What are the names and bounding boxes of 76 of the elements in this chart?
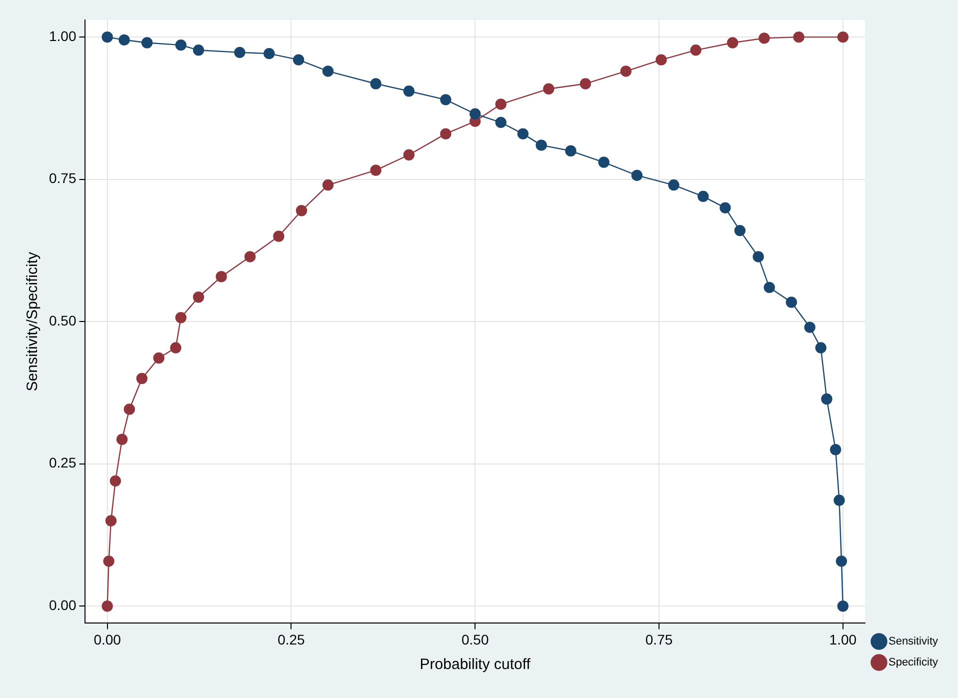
point <box>837 600 849 612</box>
y-tick-label: 0.75 <box>49 170 76 186</box>
point <box>403 149 415 160</box>
point <box>495 116 506 128</box>
point <box>536 140 547 151</box>
legend-label: Specificity <box>888 656 938 669</box>
point <box>102 31 113 43</box>
point <box>698 190 709 202</box>
point <box>124 404 135 415</box>
y-axis-title: Sensitivity/Specificity <box>24 252 42 392</box>
point <box>470 108 481 120</box>
point <box>821 393 832 405</box>
point <box>620 66 632 77</box>
point <box>598 156 610 168</box>
point <box>110 475 122 487</box>
point <box>322 179 334 191</box>
point <box>495 98 506 110</box>
point <box>292 54 304 66</box>
x-tick-label: 0.75 <box>645 631 673 648</box>
point <box>244 251 256 262</box>
point <box>543 83 554 94</box>
point <box>690 44 702 56</box>
point <box>656 54 667 66</box>
y-tick-label: 1.00 <box>49 28 76 44</box>
legend-label: Sensitivity <box>888 636 938 648</box>
point <box>141 37 153 48</box>
point <box>440 128 452 140</box>
point <box>102 600 113 612</box>
point <box>370 164 382 176</box>
point <box>296 205 308 216</box>
point <box>322 66 334 77</box>
point <box>170 342 182 354</box>
x-tick-label: 1.00 <box>829 631 857 648</box>
point <box>631 170 643 181</box>
point <box>440 94 452 106</box>
point <box>370 78 382 90</box>
point <box>192 292 204 303</box>
point <box>105 515 117 526</box>
x-axis-title: Probability cutoff <box>420 656 532 674</box>
x-tick-label: 0.00 <box>94 631 122 648</box>
point <box>403 86 415 97</box>
point <box>118 34 130 46</box>
y-tick-label: 0.00 <box>49 596 76 613</box>
point <box>837 31 849 43</box>
point <box>517 128 529 140</box>
point <box>153 352 164 364</box>
point <box>804 322 816 333</box>
point <box>836 556 848 567</box>
point <box>758 32 770 44</box>
point <box>103 556 114 567</box>
y-tick-label: 0.50 <box>49 312 76 328</box>
point <box>116 434 128 445</box>
point <box>273 230 284 242</box>
point <box>580 78 592 90</box>
point <box>216 271 227 282</box>
point <box>136 372 148 384</box>
point <box>752 251 764 262</box>
point <box>720 202 731 214</box>
point <box>264 48 275 60</box>
y-tick-label: 0.25 <box>49 454 76 471</box>
point <box>668 179 680 191</box>
x-tick-label: 0.50 <box>461 631 489 648</box>
point <box>764 282 775 294</box>
point <box>793 31 804 43</box>
point <box>834 494 845 506</box>
point <box>192 44 204 56</box>
point <box>175 312 186 324</box>
point <box>234 46 246 58</box>
point <box>786 296 798 308</box>
point <box>734 224 746 236</box>
point <box>815 342 826 354</box>
point <box>726 37 738 48</box>
point <box>830 444 842 456</box>
point <box>175 39 186 51</box>
point <box>565 145 576 156</box>
x-tick-label: 0.25 <box>278 631 306 648</box>
